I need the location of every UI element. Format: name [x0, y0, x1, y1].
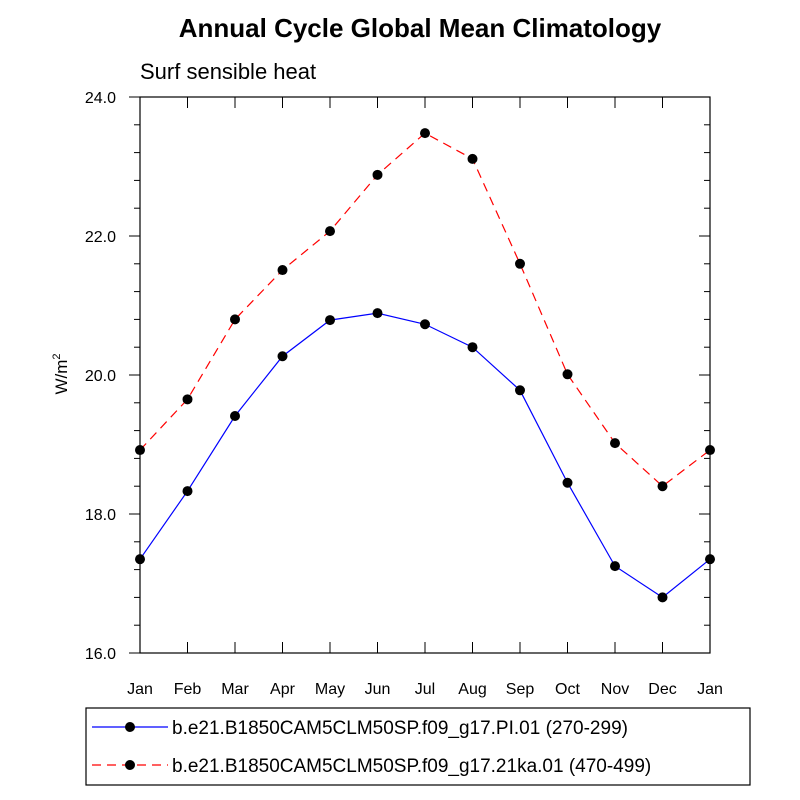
x-tick-label: Mar — [221, 681, 249, 698]
data-point — [277, 351, 288, 362]
data-point — [562, 477, 573, 488]
chart-title: Annual Cycle Global Mean Climatology — [179, 13, 662, 43]
x-tick-label: Aug — [458, 681, 486, 698]
x-tick-label: Jun — [365, 681, 391, 698]
tick-labels: Jan Feb Mar Apr May Jun Jul Aug Sep Oct Nov Dec Jan 1… — [85, 90, 723, 698]
data-point — [515, 385, 525, 396]
data-point — [182, 394, 193, 405]
data-point — [230, 314, 240, 325]
y-axis-label: W/m2 — [51, 353, 71, 394]
x-tick-label: Nov — [601, 681, 629, 698]
data-point — [467, 342, 478, 353]
series-lines — [135, 128, 715, 603]
data-point — [562, 369, 573, 380]
data-point — [420, 319, 430, 330]
data-point — [325, 226, 335, 237]
data-point — [657, 481, 668, 492]
data-point — [372, 308, 383, 319]
y-tick-label: 24.0 — [85, 90, 116, 107]
y-tick-label: 18.0 — [85, 507, 116, 524]
x-tick-label: Jan — [127, 681, 153, 698]
data-point — [230, 411, 240, 422]
chart-subtitle: Surf sensible heat — [140, 59, 316, 84]
legend-marker — [125, 760, 135, 770]
x-tick-label: May — [315, 681, 345, 698]
data-point — [420, 128, 430, 139]
data-point — [657, 592, 668, 603]
data-point — [277, 265, 288, 276]
axis-ticks — [129, 96, 711, 654]
legend-entries: b.e21.B1850CAM5CLM50SP.f09_g17.PI.01 (27… — [92, 718, 651, 777]
x-tick-label: Feb — [174, 681, 202, 698]
x-tick-label: Sep — [506, 681, 535, 698]
legend-label: b.e21.B1850CAM5CLM50SP.f09_g17.21ka.01 (… — [172, 756, 651, 777]
data-point — [515, 258, 525, 269]
data-point — [372, 169, 383, 180]
x-tick-label: Dec — [648, 681, 676, 698]
x-tick-label: Apr — [270, 681, 296, 698]
series-line-1 — [139, 312, 711, 599]
x-tick-label: Jan — [697, 681, 723, 698]
legend-marker — [125, 722, 135, 732]
y-axis-label-superscript: 2 — [51, 353, 63, 359]
legend: b.e21.B1850CAM5CLM50SP.f09_g17.PI.01 (27… — [85, 707, 751, 786]
data-point — [325, 315, 335, 326]
data-point — [182, 486, 193, 497]
series-line-2 — [139, 132, 711, 487]
data-point — [610, 561, 620, 572]
x-tick-label: Jul — [415, 681, 435, 698]
legend-box — [85, 707, 751, 786]
y-tick-label: 20.0 — [85, 368, 116, 385]
x-tick-label: Oct — [555, 681, 580, 698]
plot-frame — [139, 96, 711, 654]
y-tick-label: 16.0 — [85, 646, 116, 663]
y-axis-label-base: W/m — [52, 360, 71, 395]
data-point — [467, 153, 478, 164]
data-point — [610, 438, 620, 449]
y-tick-label: 22.0 — [85, 229, 116, 246]
legend-label: b.e21.B1850CAM5CLM50SP.f09_g17.PI.01 (27… — [172, 718, 628, 739]
